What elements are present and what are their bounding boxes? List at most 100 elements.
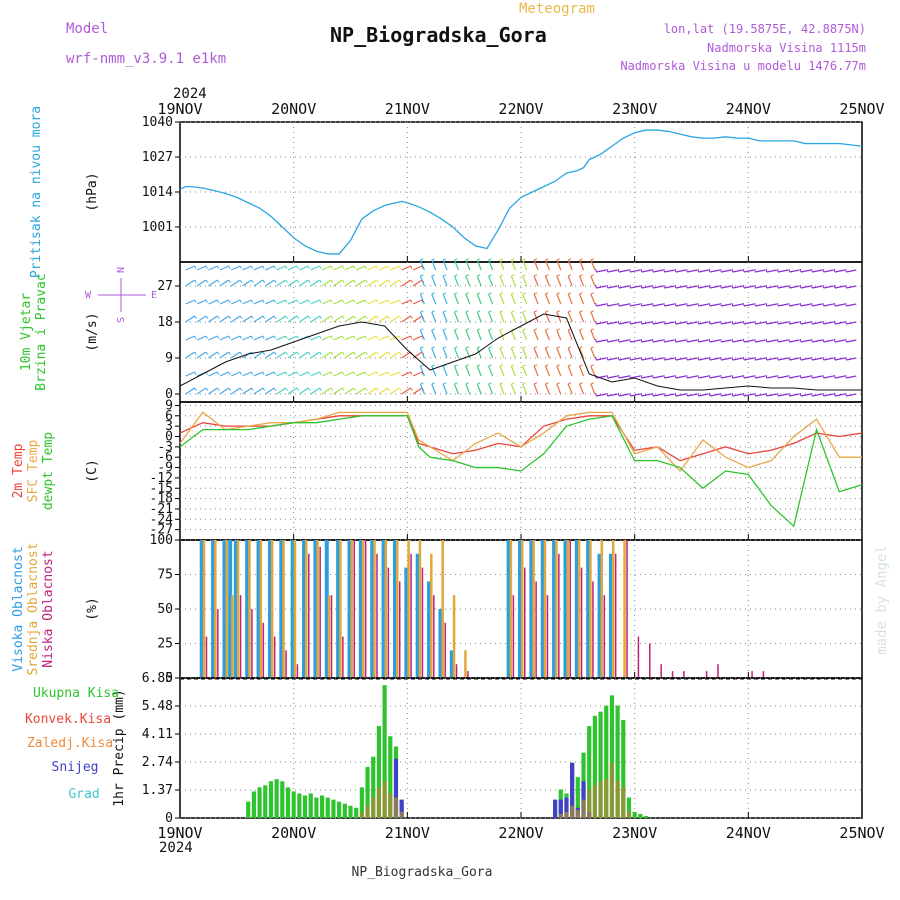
cloud-low-bar	[205, 636, 208, 678]
wind-barb-flag	[330, 265, 333, 269]
wind-barb	[299, 371, 309, 377]
model-name: wrf-nmm_v3.9.1 e1km	[66, 51, 226, 67]
wind-barb	[641, 285, 652, 289]
wind-barb	[355, 265, 366, 271]
precip-conv-bar	[581, 799, 586, 818]
wind-barb-flag	[788, 392, 790, 397]
wind-barb	[208, 299, 218, 305]
wind-barb-flag	[754, 302, 756, 307]
precip-total-bar	[376, 726, 382, 818]
precip-total-bar	[302, 795, 308, 818]
precip-conv-bar	[609, 762, 615, 818]
wind-barb-flag	[595, 356, 597, 361]
wind-barb	[590, 383, 596, 395]
wind-barb-flag	[595, 320, 597, 325]
bottom-year-label: 2024	[159, 840, 193, 856]
wind-barb	[185, 279, 196, 287]
wind-barb-flag	[788, 284, 790, 289]
wind-barb	[499, 275, 505, 287]
wind-barb-flag	[285, 351, 288, 355]
wind-barb	[698, 375, 709, 379]
wind-barb	[618, 321, 630, 325]
wind-barb-flag	[296, 315, 300, 319]
wind-barb-flag	[595, 392, 597, 397]
wind-barb-flag	[205, 315, 209, 319]
wind-barb	[578, 311, 585, 323]
precip-snow-bar	[558, 799, 563, 818]
cloud-mid-bar	[464, 650, 467, 678]
footer-title: NP_Biogradska_Gora	[352, 865, 493, 880]
wind-barb	[596, 285, 607, 289]
wind-barb-flag	[273, 351, 277, 355]
wind-barb	[607, 357, 618, 361]
wind-barb	[777, 303, 789, 307]
cloud-high-bar	[256, 540, 261, 678]
wind-barb	[641, 375, 652, 379]
wind-barb	[590, 329, 596, 341]
wind-barb-flag	[545, 328, 549, 331]
cloud-mid-bar	[577, 540, 581, 678]
wind-barb	[510, 329, 516, 341]
wind-barb	[533, 365, 539, 377]
y-unit-label: (hPa)	[85, 172, 100, 211]
wind-barb	[567, 311, 573, 323]
wind-barb-flag	[376, 351, 379, 355]
wind-barb-flag	[262, 351, 266, 355]
precip-conv-bar	[393, 797, 399, 818]
wind-barb-flag	[228, 351, 231, 355]
wind-barb-flag	[697, 302, 700, 307]
wind-barb-flag	[285, 335, 288, 339]
wind-barb	[333, 335, 343, 341]
panel-precip: 6.85 5.48 4.11 2.74 1.37 0 1hr Precip (mm)Ukup…	[25, 671, 863, 826]
wind-barb	[755, 375, 766, 379]
wind-barb-flag	[499, 292, 504, 295]
wind-barb-flag	[319, 315, 322, 319]
wind-barb-flag	[799, 302, 802, 307]
wind-barb	[431, 365, 437, 377]
wind-barb	[721, 339, 732, 343]
wind-barb	[823, 285, 834, 289]
wind-barb-flag	[845, 356, 847, 361]
wind-barb-flag	[556, 292, 560, 295]
wind-barb	[476, 329, 482, 341]
wind-barb-flag	[454, 274, 458, 277]
wind-barb-flag	[545, 274, 549, 277]
wind-barb-flag	[342, 315, 345, 319]
wind-barb	[823, 375, 834, 379]
wind-barb-flag	[533, 364, 538, 367]
wind-barb-flag	[421, 335, 424, 339]
cloud-low-bar	[603, 595, 606, 678]
wind-barb	[846, 393, 857, 397]
wind-barb-flag	[228, 387, 231, 391]
wind-barb	[299, 265, 309, 271]
wind-barb	[544, 293, 550, 305]
wind-barb-flag	[545, 346, 549, 349]
wind-barb	[544, 311, 550, 323]
wind-barb-flag	[742, 338, 745, 343]
wind-barb-flag	[262, 265, 265, 269]
wind-barb	[355, 315, 366, 323]
precip-conv-bar	[598, 781, 603, 818]
wind-barb-flag	[765, 392, 768, 397]
wind-barb	[230, 335, 241, 341]
wind-barb	[276, 387, 286, 395]
wind-barb	[596, 269, 607, 273]
wind-barb	[185, 371, 195, 377]
panels: 1040 1027 1014 1001 Pritisak na nivou mora (h…	[11, 106, 863, 826]
wind-barb-flag	[822, 356, 825, 361]
cloud-low-bar	[524, 567, 526, 678]
wind-barb	[789, 393, 800, 397]
wind-barb-flag	[590, 310, 595, 313]
wind-barb-flag	[330, 387, 334, 391]
wind-barb	[412, 279, 423, 287]
y-tick-label: 0	[165, 811, 173, 826]
precip-total-bar	[575, 777, 580, 818]
time-label-bottom: 24NOV	[726, 824, 771, 842]
cloud-high-bar	[302, 540, 307, 678]
wind-barb	[641, 357, 652, 361]
precip-total-bar	[314, 797, 319, 818]
wind-barb-flag	[697, 356, 700, 361]
cloud-mid-bar	[259, 540, 263, 678]
wind-barb	[276, 279, 286, 287]
precip-conv-bar	[570, 805, 575, 818]
